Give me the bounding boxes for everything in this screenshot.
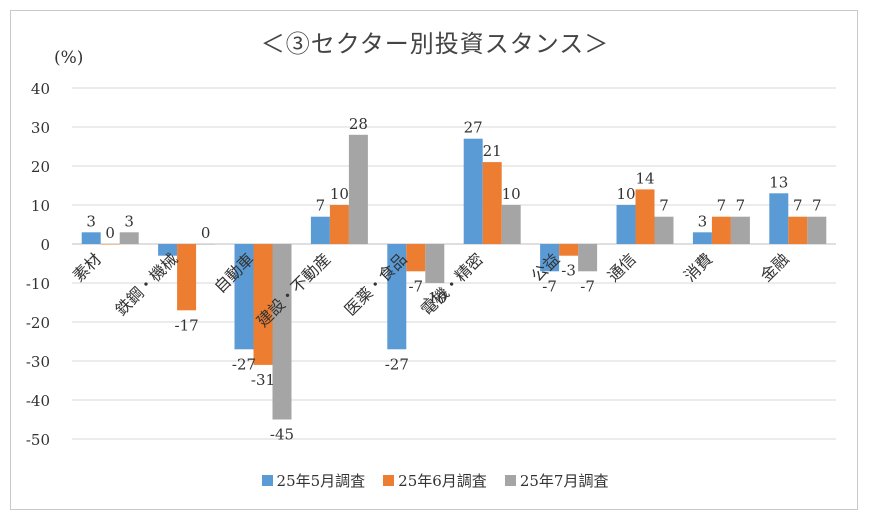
- bar: [177, 244, 197, 311]
- data-label: -7: [408, 277, 423, 295]
- data-label: -45: [270, 426, 294, 444]
- bar: [616, 205, 636, 244]
- bar: [501, 205, 521, 244]
- legend-item: 25年5月調査: [261, 470, 366, 491]
- category-label: 金融: [757, 249, 793, 285]
- data-label: 13: [769, 173, 788, 191]
- data-label: 7: [812, 197, 822, 215]
- data-label: 7: [736, 197, 746, 215]
- legend: 25年5月調査 25年6月調査 25年7月調査: [0, 470, 870, 491]
- y-tick-label: -10: [26, 275, 50, 293]
- category-label: 鉄鋼・機械: [111, 249, 181, 319]
- y-tick-label: 30: [31, 119, 50, 137]
- data-label: -7: [580, 277, 595, 295]
- y-tick-label: 20: [31, 158, 50, 176]
- bar: [272, 244, 292, 420]
- bar: [692, 232, 712, 244]
- bar: [425, 244, 445, 283]
- bar: [196, 244, 216, 245]
- legend-label: 25年6月調査: [398, 472, 487, 490]
- legend-label: 25年7月調査: [519, 472, 609, 490]
- data-label: 14: [635, 169, 654, 187]
- y-tick-label: 40: [31, 80, 50, 98]
- data-label: 0: [201, 224, 211, 242]
- bar: [788, 216, 808, 244]
- data-label: 10: [502, 185, 521, 203]
- legend-swatch: [261, 475, 273, 486]
- data-label: 3: [698, 212, 708, 230]
- bar: [807, 216, 827, 244]
- chart-title: ＜③セクター別投資スタンス＞: [260, 30, 610, 58]
- y-axis-unit-label: (%): [54, 48, 84, 68]
- data-label: 21: [483, 142, 502, 160]
- data-label: 10: [616, 185, 635, 203]
- bar: [234, 244, 254, 350]
- data-label: 10: [330, 185, 349, 203]
- data-label: 28: [349, 115, 368, 133]
- data-label: -27: [232, 355, 256, 373]
- bar: [769, 193, 789, 244]
- bar: [81, 232, 101, 244]
- legend-swatch: [504, 475, 516, 486]
- bar: [654, 216, 674, 244]
- data-label: 27: [464, 119, 483, 137]
- data-label: 3: [124, 212, 134, 230]
- legend-label: 25年5月調査: [276, 472, 366, 490]
- data-label: 0: [105, 224, 115, 242]
- bar: [310, 216, 330, 244]
- bar: [730, 216, 750, 244]
- y-tick-labels: 40 30 20 10 0 -10 -20 -30 -40 -50: [26, 80, 50, 449]
- bar: [559, 244, 579, 256]
- data-label: -10: [423, 289, 447, 307]
- data-label: -27: [385, 355, 409, 373]
- data-label: 7: [659, 197, 669, 215]
- y-tick-label: -30: [26, 353, 50, 371]
- data-label: 7: [316, 197, 326, 215]
- bar: [100, 244, 120, 245]
- bar: [119, 232, 139, 244]
- data-labels: 303-170-27-31-4571028-27-7-10272110-7-3-…: [86, 115, 821, 444]
- bar: [406, 244, 426, 272]
- data-label: -7: [542, 277, 557, 295]
- data-label: -31: [251, 371, 275, 389]
- bar: [482, 162, 502, 244]
- category-label: 消費: [680, 249, 716, 285]
- bar: [387, 244, 407, 350]
- bars: [81, 134, 827, 420]
- bar: [463, 138, 483, 244]
- bar: [540, 244, 560, 272]
- bar: [329, 205, 349, 244]
- data-label: -17: [175, 316, 199, 334]
- y-tick-label: 0: [40, 236, 50, 254]
- legend-item: 25年7月調査: [504, 470, 609, 491]
- data-label: 7: [793, 197, 803, 215]
- y-tick-label: -50: [26, 431, 50, 449]
- y-tick-label: -20: [26, 314, 50, 332]
- category-label: 通信: [604, 249, 640, 285]
- bar: [158, 244, 178, 256]
- bar: [578, 244, 598, 272]
- bar: [635, 189, 655, 244]
- category-label: 素材: [69, 249, 105, 285]
- chart-frame: [10, 10, 858, 510]
- legend-item: 25年6月調査: [383, 470, 487, 491]
- bar: [711, 216, 731, 244]
- bar: [253, 244, 273, 365]
- y-tick-label: 10: [31, 197, 50, 215]
- y-tick-label: -40: [26, 392, 50, 410]
- data-label: -3: [561, 262, 576, 280]
- legend-swatch: [383, 475, 395, 486]
- data-label: 3: [86, 212, 96, 230]
- bar: [348, 134, 368, 244]
- data-label: 7: [717, 197, 727, 215]
